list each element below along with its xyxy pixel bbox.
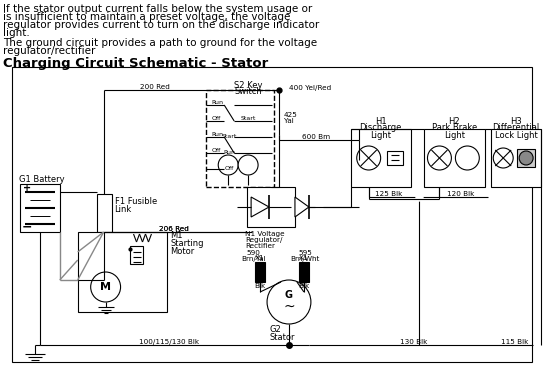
Bar: [255, 262, 265, 282]
Text: Stator: Stator: [269, 334, 294, 342]
Bar: [247, 187, 295, 227]
Text: regulator provides current to turn on the discharge indicator: regulator provides current to turn on th…: [3, 20, 319, 30]
Text: H3: H3: [511, 117, 522, 127]
Bar: [78, 232, 168, 312]
Text: Switch: Switch: [234, 87, 262, 95]
Text: Rectifier: Rectifier: [245, 243, 275, 249]
Text: 120 Blk: 120 Blk: [447, 191, 474, 197]
Text: 125 Blk: 125 Blk: [375, 191, 402, 197]
Text: G1 Battery: G1 Battery: [19, 174, 64, 184]
Text: Off: Off: [211, 116, 221, 120]
Text: H2: H2: [449, 117, 460, 127]
Bar: [424, 129, 485, 187]
Text: Light: Light: [370, 130, 391, 139]
Bar: [387, 151, 402, 165]
Text: Yal: Yal: [284, 118, 294, 124]
Text: 206 Red: 206 Red: [159, 226, 189, 232]
Bar: [299, 262, 309, 282]
Bar: [97, 194, 111, 232]
Circle shape: [519, 151, 533, 165]
Circle shape: [267, 280, 311, 324]
Text: 590: 590: [246, 250, 260, 256]
Text: Off: Off: [224, 166, 234, 171]
Text: G2: G2: [269, 326, 281, 334]
Text: N1 Voltage: N1 Voltage: [245, 231, 285, 237]
Text: Motor: Motor: [170, 247, 194, 256]
Text: Start: Start: [241, 116, 256, 120]
Text: Differential: Differential: [492, 124, 540, 133]
Text: Run: Run: [223, 149, 235, 155]
Text: Off: Off: [211, 147, 221, 152]
Text: 206 Red: 206 Red: [159, 226, 189, 232]
Text: ~: ~: [283, 300, 295, 314]
Text: F1 Fusible: F1 Fusible: [115, 197, 157, 206]
Text: 595: 595: [298, 250, 312, 256]
Bar: [351, 129, 411, 187]
Text: Discharge: Discharge: [359, 124, 402, 133]
Text: Park Brake: Park Brake: [432, 124, 477, 133]
Text: Starting: Starting: [170, 239, 204, 249]
Text: regulator/rectifier: regulator/rectifier: [3, 46, 96, 56]
Circle shape: [91, 272, 121, 302]
Text: Brn/Yal: Brn/Yal: [241, 256, 265, 262]
Text: Regulator/: Regulator/: [245, 237, 283, 243]
Text: 100/115/130 Blk: 100/115/130 Blk: [139, 339, 199, 345]
Text: Light: Light: [444, 130, 465, 139]
Text: The ground circuit provides a path to ground for the voltage: The ground circuit provides a path to gr…: [3, 38, 317, 48]
Circle shape: [455, 146, 479, 170]
Circle shape: [428, 146, 452, 170]
Text: M: M: [100, 282, 111, 292]
Bar: [129, 246, 144, 264]
Text: Charging Circuit Schematic - Stator: Charging Circuit Schematic - Stator: [3, 57, 268, 70]
Text: X1: X1: [256, 255, 265, 261]
Text: 600 Bm: 600 Bm: [302, 134, 330, 140]
Text: 115 Blk: 115 Blk: [501, 339, 528, 345]
Text: 425: 425: [284, 112, 298, 118]
Polygon shape: [295, 197, 309, 217]
Text: If the stator output current falls below the system usage or: If the stator output current falls below…: [3, 4, 312, 14]
Text: Lock Light: Lock Light: [495, 130, 538, 139]
Text: light.: light.: [3, 28, 29, 38]
Text: Run: Run: [211, 131, 223, 136]
Text: M1: M1: [170, 231, 183, 241]
Circle shape: [218, 155, 238, 175]
Text: X1: X1: [299, 255, 308, 261]
Bar: [12, 67, 532, 362]
Text: −: −: [22, 220, 32, 233]
Text: Blk: Blk: [298, 283, 310, 289]
Polygon shape: [251, 197, 269, 217]
Text: 400 Yel/Red: 400 Yel/Red: [289, 85, 331, 91]
Text: G: G: [285, 290, 293, 300]
Circle shape: [238, 155, 258, 175]
Text: 130 Blk: 130 Blk: [400, 339, 427, 345]
Text: Brn/Wht: Brn/Wht: [290, 256, 319, 262]
Bar: [206, 90, 274, 187]
Text: Start: Start: [222, 133, 237, 138]
Text: Blk: Blk: [254, 283, 266, 289]
Bar: [20, 184, 60, 232]
Text: S2 Key: S2 Key: [234, 81, 263, 90]
Bar: [517, 149, 535, 167]
Text: Link: Link: [115, 205, 132, 214]
Bar: [491, 129, 541, 187]
Text: is insufficient to maintain a preset voltage, the voltage: is insufficient to maintain a preset vol…: [3, 12, 290, 22]
Circle shape: [357, 146, 381, 170]
Text: H1: H1: [375, 117, 387, 127]
Circle shape: [493, 148, 513, 168]
Text: +: +: [23, 183, 31, 193]
Text: Run: Run: [211, 100, 223, 104]
Text: 200 Red: 200 Red: [140, 84, 169, 90]
